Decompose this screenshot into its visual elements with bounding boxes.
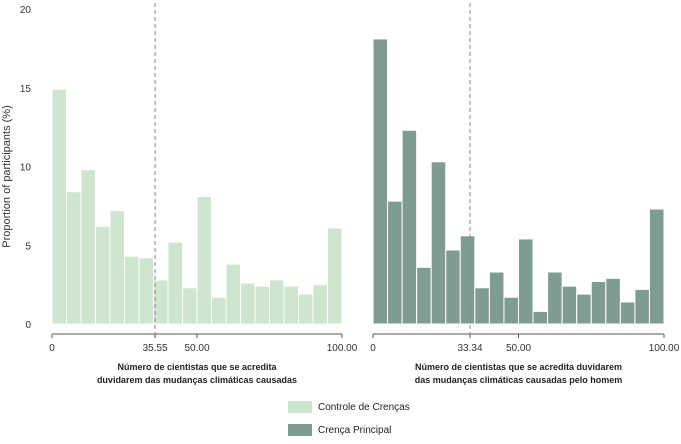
bar-controle-10 (196, 195, 212, 325)
bar-controle-12 (225, 263, 241, 325)
bar-controle-6 (138, 257, 154, 325)
bar-principal-14 (576, 293, 592, 325)
bar-controle-5 (124, 255, 140, 325)
x-tick-label-controle-3: 100.00 (327, 343, 358, 354)
bar-principal-10 (518, 238, 534, 325)
x-tick-label-principal-3: 100.00 (649, 343, 680, 354)
bar-principal-2 (401, 129, 418, 325)
legend-item-controle: Controle de Crenças (288, 398, 508, 416)
chart-svg: Proportion of participants (%) 0 5 10 15 20 0 3… (1, 3, 680, 385)
x-tick-label-principal-1: 33.34 (458, 343, 483, 354)
bar-controle-4 (109, 210, 125, 325)
bar-controle-11 (211, 296, 227, 325)
y-tick-label-0: 0 (25, 320, 31, 331)
legend-item-principal: Crença Principal (288, 421, 508, 439)
bar-principal-12 (547, 271, 563, 325)
bar-principal-0 (372, 38, 389, 325)
bar-principal-15 (590, 280, 607, 325)
bar-controle-0 (51, 88, 67, 325)
x-axis-label-controle-1: duvidarem das mudanças climáticas causad… (97, 375, 297, 385)
x-axis-label-controle-0: Número de cientistas que se acredita (117, 362, 277, 372)
x-tick-label-controle-2: 50.00 (184, 343, 209, 354)
bar-controle-3 (95, 225, 111, 325)
y-tick-label-2: 10 (20, 163, 32, 174)
x-tick-label-principal-2: 50.00 (506, 343, 531, 354)
bar-controle-19 (327, 227, 343, 325)
bar-controle-7 (153, 279, 169, 325)
bar-principal-1 (387, 200, 403, 325)
y-tick-label-1: 5 (25, 241, 31, 252)
y-tick-label-4: 20 (20, 5, 32, 16)
bar-controle-14 (254, 285, 270, 325)
x-tick-label-controle-1: 35.55 (143, 343, 168, 354)
bar-principal-5 (445, 249, 461, 325)
bar-principal-18 (634, 288, 650, 325)
bar-principal-9 (503, 296, 520, 325)
bar-principal-3 (416, 266, 432, 325)
bar-principal-8 (488, 271, 505, 325)
bar-controle-1 (66, 191, 82, 325)
bar-controle-17 (298, 293, 314, 325)
legend-swatch-controle (288, 401, 312, 413)
x-axis-label-principal-1: das mudanças climáticas causadas pelo ho… (415, 375, 623, 385)
x-axis-label-principal-0: Número de cientistas que se acredita duv… (415, 362, 622, 372)
bar-principal-16 (605, 277, 621, 325)
bar-controle-2 (80, 169, 96, 325)
bar-controle-9 (182, 287, 198, 325)
legend-label-controle: Controle de Crenças (318, 401, 410, 413)
bar-principal-4 (430, 161, 447, 325)
bar-controle-13 (240, 282, 256, 325)
bar-controle-18 (312, 284, 328, 325)
bar-controle-8 (167, 241, 183, 325)
bar-principal-17 (619, 301, 636, 325)
bar-controle-16 (283, 285, 299, 325)
legend-label-principal: Crença Principal (318, 424, 392, 436)
bar-principal-6 (459, 235, 476, 325)
legend-swatch-principal (288, 424, 312, 436)
bar-principal-13 (561, 285, 578, 325)
y-axis-label: Proportion of participants (%) (1, 105, 13, 247)
chart-figure: Proportion of participants (%) 0 5 10 15 20 0 3… (1, 3, 680, 385)
bar-principal-7 (474, 287, 490, 325)
y-tick-label-3: 15 (20, 84, 32, 95)
bar-principal-11 (532, 310, 549, 325)
x-tick-label-principal-0: 0 (370, 343, 376, 354)
bar-principal-19 (648, 208, 665, 325)
bar-controle-15 (269, 279, 285, 325)
legend: Controle de Crenças Crença Principal (288, 398, 508, 444)
x-tick-label-controle-0: 0 (49, 343, 55, 354)
